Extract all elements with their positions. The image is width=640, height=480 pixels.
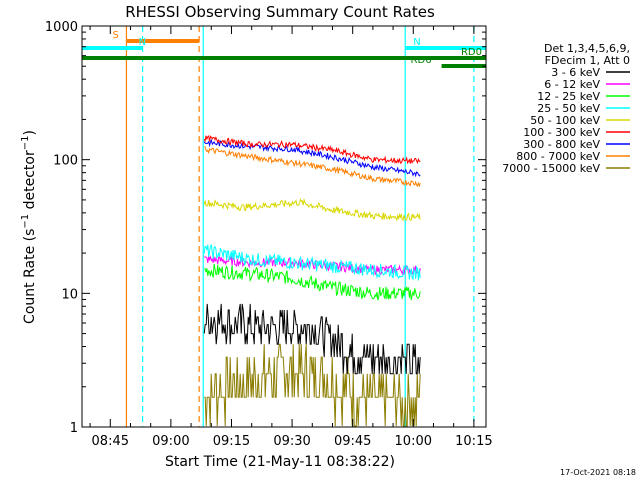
legend-label-300-800-kev: 300 - 800 keV [523, 138, 600, 151]
y-axis-label-part3: ) [22, 130, 38, 135]
series-line-12-25-kev [204, 263, 421, 301]
y-axis-label-part1: Count Rate (s [22, 229, 38, 324]
series-line-800-7000-kev [204, 146, 421, 188]
legend-header: Det 1,3,4,5,6,9, [544, 42, 630, 55]
series-line-100-300-kev [203, 135, 421, 165]
y-axis-label-part2: detector [22, 150, 38, 214]
flag-label-n: N [139, 37, 146, 48]
flag-label-n: N [413, 37, 420, 48]
x-tick-label: 10:00 [395, 434, 432, 449]
x-axis: 08:45 09:00 09:15 09:30 09:45 10:00 10:15 [89, 26, 493, 449]
y-tick-label: 1000 [45, 20, 78, 35]
series-line-300-800-kev [203, 138, 421, 178]
y-axis-label-sup1: −1 [20, 214, 31, 229]
series-line-50-100-kev [203, 197, 421, 222]
y-tick-label: 100 [53, 154, 78, 169]
timestamp: 17-Oct-2021 08:18 [560, 468, 636, 477]
series-line-3-6-kev [203, 303, 421, 375]
flag-label-rd6: RD6 [411, 55, 432, 66]
flag-label-rd0: RD0 [461, 47, 482, 58]
x-tick-label: 09:45 [334, 434, 371, 449]
flag-label-s: S [112, 30, 118, 41]
legend-label-3-6-kev: 3 - 6 keV [551, 66, 600, 79]
x-axis-label: Start Time (21-May-11 08:38:22) [165, 454, 395, 470]
legend: Det 1,3,4,5,6,9,FDecim 1, Att 03 - 6 keV… [502, 42, 630, 175]
legend-label-25-50-kev: 25 - 50 keV [537, 102, 600, 115]
x-tick-label: 09:00 [152, 434, 189, 449]
chart-title: RHESSI Observing Summary Count Rates [125, 3, 435, 21]
x-tick-label: 08:45 [92, 434, 129, 449]
series-line-25-50-kev [203, 243, 421, 281]
legend-label-7000-15000-kev: 7000 - 15000 keV [502, 162, 600, 175]
y-tick-label: 10 [61, 287, 78, 302]
x-tick-label: 09:30 [273, 434, 310, 449]
y-axis-label-sup2: −1 [20, 136, 31, 151]
y-axis-label: Count Rate (s−1 detector−1) [20, 130, 38, 324]
y-axis: 1 10 100 1000 [45, 20, 486, 436]
legend-label-12-25-kev: 12 - 25 keV [537, 90, 600, 103]
legend-label-50-100-kev: 50 - 100 keV [530, 114, 600, 127]
legend-label-800-7000-kev: 800 - 7000 keV [516, 150, 600, 163]
x-tick-label: 10:15 [455, 434, 492, 449]
x-tick-label: 09:15 [213, 434, 250, 449]
legend-label-6-12-kev: 6 - 12 keV [544, 78, 600, 91]
series-line-6-12-kev [203, 255, 421, 277]
flag-bars: S N N RD0 RD6 [82, 30, 486, 68]
plot-frame [81, 25, 487, 428]
series-line-7000-15000-kev [204, 343, 421, 427]
legend-label-100-300-kev: 100 - 300 keV [523, 126, 600, 139]
y-tick-label: 1 [70, 421, 78, 436]
legend-header: FDecim 1, Att 0 [545, 54, 630, 67]
series-layer [203, 135, 421, 427]
